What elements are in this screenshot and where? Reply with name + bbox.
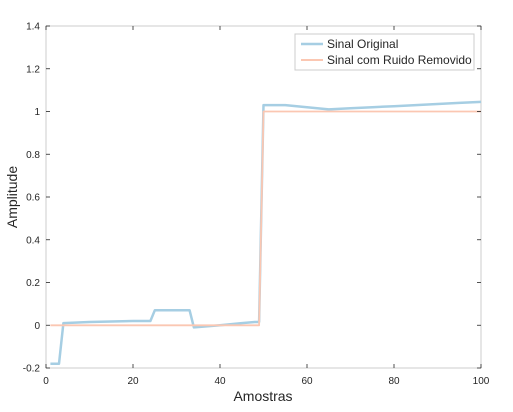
x-tick-label: 60 [301,376,313,387]
y-tick-label: -0.2 [23,364,41,375]
y-tick-label: 0 [34,321,40,332]
x-tick-label: 80 [388,376,400,387]
y-axis-title: Amplitude [4,166,20,228]
legend-label-filtered: Sinal com Ruido Removido [327,53,472,67]
x-axis-title: Amostras [233,388,292,404]
x-tick-label: 40 [214,376,226,387]
y-tick-label: 1.2 [26,64,40,75]
x-tick-label: 100 [473,376,490,387]
y-tick-label: 0.6 [26,193,40,204]
y-tick-label: 1 [34,107,40,118]
legend: Sinal Original Sinal com Ruido Removido [295,34,474,70]
legend-label-original: Sinal Original [327,37,398,51]
x-tick-label: 20 [127,376,139,387]
plot-area [46,26,481,368]
y-tick-label: 0.8 [26,150,40,161]
x-tick-label: 0 [43,376,49,387]
y-tick-label: 1.4 [26,22,40,33]
y-tick-label: 0.2 [26,278,40,289]
y-tick-label: 0.4 [26,235,40,246]
